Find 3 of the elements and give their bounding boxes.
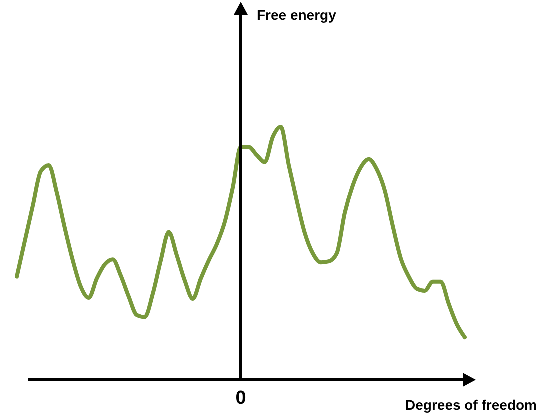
text: Free energy <box>257 7 337 23</box>
x-axis-title: Degrees of freedom <box>406 397 537 413</box>
text: 0 <box>236 388 246 409</box>
